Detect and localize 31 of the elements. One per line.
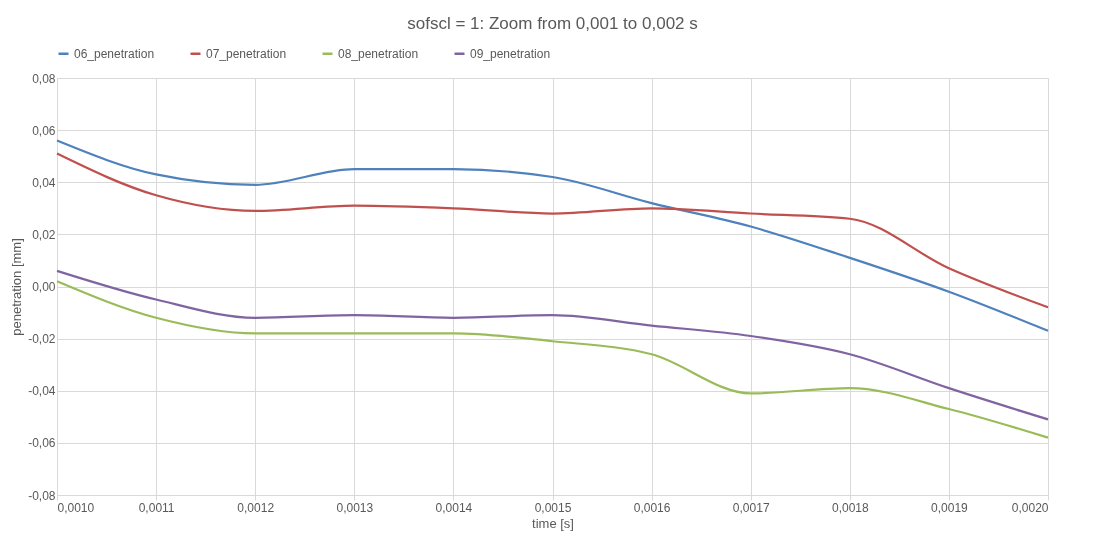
y-tick-label: 0,06 [32, 123, 56, 138]
y-tick-label: -0,02 [28, 332, 56, 347]
x-tick-label: 0,0017 [732, 500, 770, 515]
x-tick-label: 0,0016 [633, 500, 671, 515]
y-tick-label: -0,04 [28, 384, 56, 399]
x-tick-label: 0,0014 [435, 500, 473, 515]
x-axis-title: time [s] [532, 515, 574, 531]
line-series [55, 269, 1050, 421]
y-tick-label: 0,04 [32, 175, 56, 190]
x-tick-label: 0,0019 [931, 500, 969, 515]
y-tick-label: -0,08 [28, 488, 56, 503]
x-tick-label: 0,0010 [57, 500, 95, 515]
chart-title: sofscl = 1: Zoom from 0,001 to 0,002 s [407, 14, 698, 33]
legend-label: 07_penetration [206, 46, 287, 61]
x-tick-label: 0,0015 [534, 500, 572, 515]
y-tick-label: -0,06 [28, 436, 56, 451]
x-tick-label: 0,0011 [138, 500, 175, 515]
legend-label: 09_penetration [470, 46, 551, 61]
y-axis-title: penetration [mm] [9, 238, 25, 336]
legend-label: 08_penetration [338, 46, 419, 61]
x-tick-label: 0,0018 [831, 500, 869, 515]
x-tick-label: 0,0020 [1011, 500, 1049, 515]
y-tick-label: 0,00 [32, 280, 56, 294]
x-tick-label: 0,0013 [336, 500, 374, 515]
line-series [55, 139, 1050, 332]
y-tick-label: 0,02 [32, 227, 56, 242]
line-series [55, 152, 1050, 309]
line-series [55, 280, 1050, 439]
x-tick-label: 0,0012 [237, 500, 275, 515]
legend-label: 06_penetration [74, 46, 155, 61]
y-tick-label: 0,08 [32, 71, 56, 86]
